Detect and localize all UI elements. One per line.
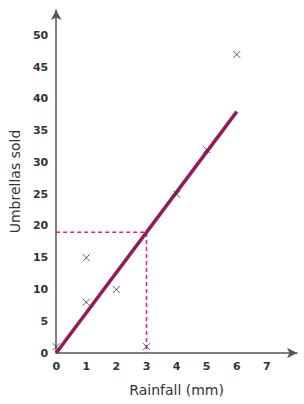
svg-text:1: 1	[82, 360, 90, 373]
svg-text:0: 0	[52, 360, 60, 373]
svg-text:30: 30	[33, 156, 49, 169]
svg-text:35: 35	[33, 124, 48, 137]
svg-text:4: 4	[173, 360, 181, 373]
svg-text:0: 0	[41, 347, 49, 360]
svg-text:7: 7	[263, 360, 271, 373]
svg-text:3: 3	[143, 360, 151, 373]
svg-text:20: 20	[33, 219, 49, 232]
svg-text:Umbrellas sold: Umbrellas sold	[7, 130, 23, 234]
svg-text:5: 5	[41, 315, 49, 328]
svg-text:Rainfall (mm): Rainfall (mm)	[129, 382, 224, 398]
svg-text:45: 45	[33, 61, 48, 74]
svg-text:15: 15	[33, 251, 48, 264]
svg-text:50: 50	[33, 29, 49, 42]
svg-text:10: 10	[33, 283, 49, 296]
svg-text:5: 5	[203, 360, 211, 373]
svg-text:6: 6	[233, 360, 241, 373]
svg-text:40: 40	[33, 92, 49, 105]
svg-text:25: 25	[33, 188, 48, 201]
svg-text:2: 2	[113, 360, 121, 373]
